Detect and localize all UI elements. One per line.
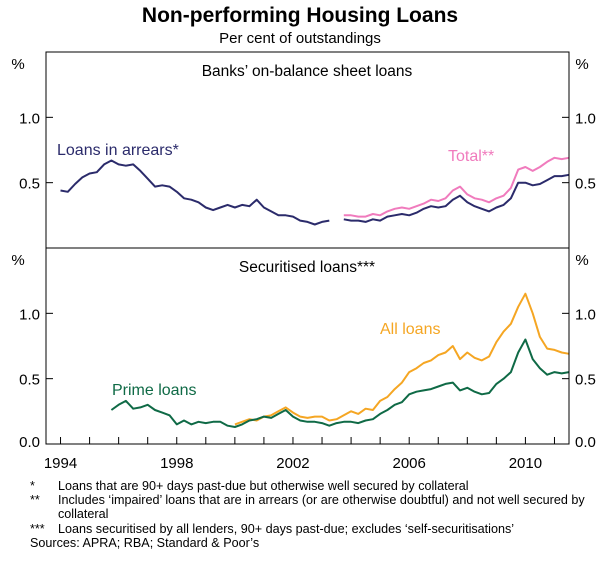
panel-title: Securitised loans***: [239, 259, 375, 276]
footnote-mark: ***: [30, 521, 45, 536]
x-tick-label: 2006: [393, 455, 426, 472]
sources: Sources: APRA; RBA; Standard & Poor’s: [30, 535, 260, 550]
footnote-2: ** Includes ‘impaired’ loans that are in …: [30, 493, 590, 521]
footnote-1: * Loans that are 90+ days past-due but ot…: [30, 479, 590, 493]
x-tick-label: 2002: [276, 455, 309, 472]
y-tick-label-right: 0.5: [575, 176, 596, 193]
unit-label-right: %: [575, 56, 588, 73]
footnote-text: Loans that are 90+ days past-due but oth…: [58, 479, 469, 493]
series-label: Total**: [448, 148, 494, 165]
footnote-text: Loans securitised by all lenders, 90+ da…: [58, 521, 515, 536]
y-tick-label-right: 1.0: [575, 306, 596, 323]
series-label: Prime loans: [112, 382, 196, 399]
footnotes: * Loans that are 90+ days past-due but ot…: [30, 479, 590, 550]
y-tick-label-right: 1.0: [575, 110, 596, 127]
x-tick-label: 1998: [160, 455, 193, 472]
footnote-text: Includes ‘impaired’ loans that are in ar…: [58, 493, 585, 522]
footnote-mark: *: [30, 479, 35, 493]
series-line-all-loans: [234, 292, 570, 426]
chart-subtitle: Per cent of outstandings: [219, 30, 381, 47]
chart-title: Non-performing Housing Loans: [142, 4, 458, 27]
unit-label-left: %: [11, 252, 24, 269]
panel-title: Banks’ on-balance sheet loans: [202, 63, 413, 80]
x-tick-label: 2010: [509, 455, 542, 472]
series-line-total: [343, 156, 570, 218]
y-tick-label-left: 1.0: [19, 306, 40, 323]
chart: Non-performing Housing Loans Per cent of…: [11, 4, 596, 472]
y-tick-label-left: 0.0: [19, 434, 40, 451]
y-tick-label-left: 0.5: [19, 372, 40, 389]
series-label: All loans: [380, 321, 440, 338]
unit-label-right: %: [575, 252, 588, 269]
y-tick-label-right: 0.0: [575, 434, 596, 451]
series-line-loans-in-arrears: [60, 159, 570, 226]
x-tick-label: 1994: [44, 455, 77, 472]
y-tick-label-left: 0.5: [19, 176, 40, 193]
unit-label-left: %: [11, 56, 24, 73]
series-label: Loans in arrears*: [57, 142, 179, 159]
y-tick-label-right: 0.5: [575, 372, 596, 389]
series-line-prime-loans: [110, 338, 570, 428]
footnote-mark: **: [30, 493, 40, 508]
footnote-3: *** Loans securitised by all lenders, 90+…: [30, 522, 590, 536]
y-tick-label-left: 1.0: [19, 110, 40, 127]
